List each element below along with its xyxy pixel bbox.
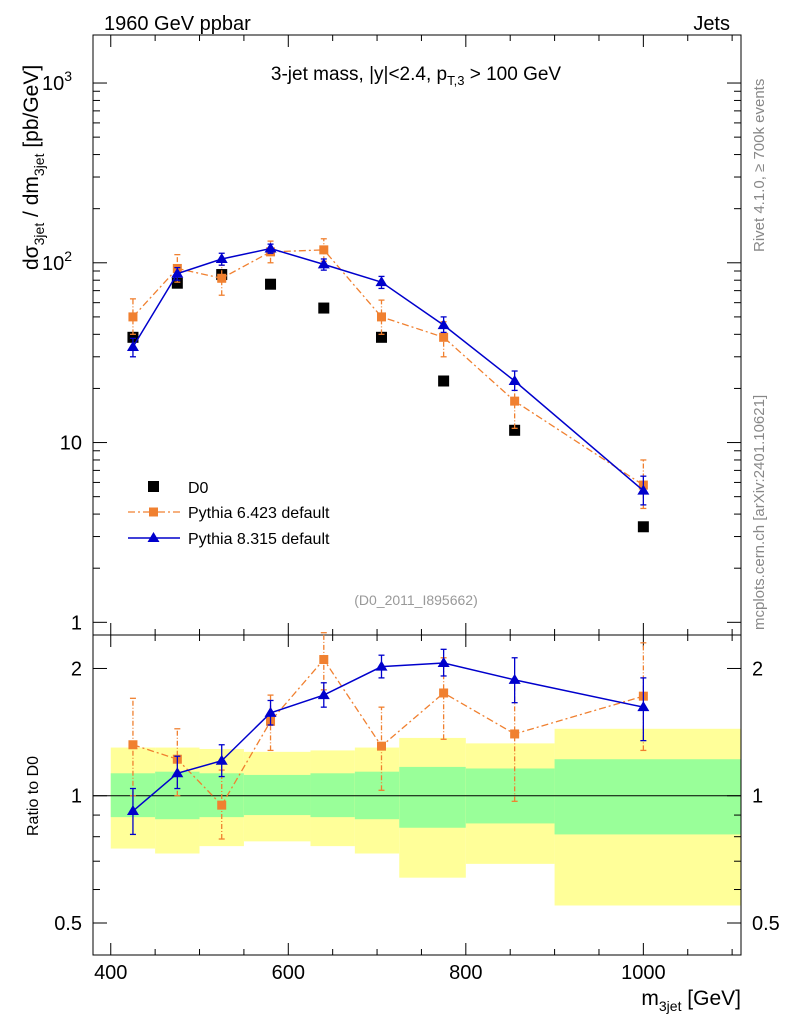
pythia8-line xyxy=(132,247,644,492)
ratio-pythia6-point xyxy=(319,655,329,665)
x-tick-labels: 400 600 800 1000 xyxy=(94,962,666,984)
pythia8-point xyxy=(126,341,139,352)
x-tick-label: 600 xyxy=(272,962,305,984)
pythia6-point xyxy=(319,245,329,255)
ratio-y-tick-label: 1 xyxy=(71,786,82,808)
pythia6-point xyxy=(510,396,520,406)
legend-pythia8-label: Pythia 8.315 default xyxy=(188,531,330,548)
pythia8-point xyxy=(171,267,184,278)
stat-band-bin xyxy=(554,759,741,835)
ratio-pythia8-point xyxy=(215,754,228,765)
ratio-series xyxy=(126,632,650,840)
y-axis-label: dσ3jet / dm3jet [pb/GeV] xyxy=(20,65,47,270)
pythia8-point xyxy=(317,258,330,269)
ratio-y-tick-label: 2 xyxy=(71,658,82,680)
ratio-pythia6-point xyxy=(376,741,386,751)
rivet-label: Rivet 4.1.0, ≥ 700k events xyxy=(751,79,768,252)
d0-point xyxy=(438,375,450,387)
legend: D0 Pythia 6.423 default Pythia 8.315 def… xyxy=(128,480,330,548)
ratio-y-tick-label: 0.5 xyxy=(54,913,82,935)
header-energy: 1960 GeV ppbar xyxy=(104,13,251,35)
ratio-pythia8-point xyxy=(264,706,277,717)
ratio-y-axis-label: Ratio to D0 xyxy=(25,756,42,836)
legend-pythia8-marker xyxy=(147,532,160,542)
axis-ticks xyxy=(93,35,741,955)
d0-point xyxy=(171,277,183,289)
stat-band-bin xyxy=(399,766,466,828)
x-tick-label: 1000 xyxy=(621,962,666,984)
x-tick-label: 400 xyxy=(94,962,127,984)
d0-point xyxy=(637,521,649,533)
analysis-id: (D0_2011_I895662) xyxy=(354,592,478,608)
legend-d0-label: D0 xyxy=(188,480,209,497)
ratio-pythia8-point xyxy=(437,657,450,668)
ratio-y-tick-label-right: 2 xyxy=(752,658,763,680)
pythia6-line xyxy=(132,249,644,486)
d0-point xyxy=(509,424,521,436)
ratio-pythia8-point xyxy=(126,805,139,816)
stat-band-bin xyxy=(243,774,311,816)
pythia6-point xyxy=(376,312,386,322)
pythia8-point xyxy=(508,374,521,385)
d0-point xyxy=(265,278,277,290)
ratio-pythia8-point xyxy=(317,689,330,700)
ratio-bands xyxy=(93,728,741,906)
ratio-y-tick-label-right: 0.5 xyxy=(752,913,780,935)
y-tick-label: 102 xyxy=(42,248,72,275)
pythia8-point xyxy=(264,242,277,253)
d0-point xyxy=(375,331,387,343)
main-series xyxy=(126,238,650,533)
ratio-pythia6-point xyxy=(439,688,449,698)
pythia6-point xyxy=(439,332,449,342)
ratio-pythia8-point xyxy=(508,673,521,684)
y-tick-label: 1 xyxy=(71,612,82,634)
ratio-pythia6-point xyxy=(128,740,138,750)
stat-band-bin xyxy=(310,773,355,818)
pythia8-point xyxy=(437,319,450,330)
d0-point xyxy=(127,331,139,343)
ratio-plot-frame xyxy=(92,634,742,956)
ratio-pythia6-point xyxy=(217,800,227,810)
pythia8-point xyxy=(375,276,388,287)
mcplots-label: mcplots.cern.ch [arXiv:2401.10621] xyxy=(751,395,768,630)
pythia8-point xyxy=(637,484,650,495)
pythia6-point xyxy=(217,273,227,283)
x-axis-label: m3jet [GeV] xyxy=(641,987,741,1014)
ratio-pythia8-point xyxy=(375,660,388,671)
legend-pythia6-label: Pythia 6.423 default xyxy=(188,505,330,522)
pythia8-point xyxy=(215,252,228,263)
ratio-pythia8-point xyxy=(637,701,650,712)
y-tick-labels: 1 10 102 103 0.5 0.5 1 1 2 2 xyxy=(42,68,780,935)
x-tick-label: 800 xyxy=(449,962,482,984)
y-tick-label: 10 xyxy=(60,433,82,455)
legend-d0-marker xyxy=(148,481,159,492)
y-tick-label: 103 xyxy=(42,68,72,95)
legend-pythia6-marker xyxy=(149,507,158,517)
plot-title: 3-jet mass, |y|<2.4, pT,3 > 100 GeV xyxy=(271,64,562,88)
ratio-pythia6-point xyxy=(510,729,520,739)
ratio-pythia8-point xyxy=(171,767,184,778)
pythia6-point xyxy=(128,312,138,322)
ratio-y-tick-label-right: 1 xyxy=(752,786,763,808)
d0-point xyxy=(318,302,330,314)
header-jets: Jets xyxy=(693,13,730,35)
